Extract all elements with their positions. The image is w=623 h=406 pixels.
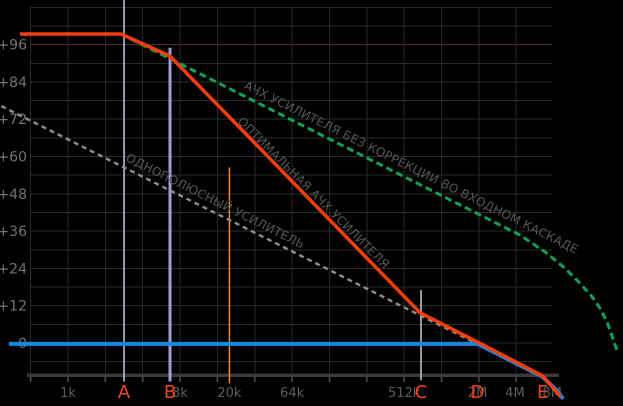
x-tick-label: 20k [217, 386, 242, 401]
y-tick-label: +36 [0, 224, 27, 240]
marker-letter-A: A [118, 382, 131, 403]
x-tick-label: 1k [60, 386, 76, 401]
y-tick-label: +84 [0, 75, 27, 91]
single-pole-amplifier-curve [0, 105, 547, 380]
x-tick-label: 64k [280, 386, 305, 401]
y-tick-label: +60 [0, 150, 27, 166]
marker-letter-B: B [164, 382, 176, 403]
y-tick-label: +96 [0, 38, 27, 54]
uncorrected-input-stage-curve [120, 32, 619, 352]
y-tick-label: +24 [0, 261, 27, 277]
y-tick-label: +48 [0, 187, 27, 203]
x-axis-bar [27, 373, 559, 377]
marker-letter-E: E [537, 382, 548, 403]
x-tick-label: 8k [172, 386, 188, 401]
y-tick-label: +12 [0, 299, 27, 315]
x-tick-label: 2M [468, 386, 488, 401]
marker-letter-C: C [415, 382, 428, 403]
x-tick-label: 4M [505, 386, 525, 401]
y-tick-label: +72 [0, 112, 27, 128]
marker-letter-D: D [471, 382, 485, 403]
optimal-response-curve [20, 32, 563, 399]
x-tick-label: 512k [388, 386, 421, 401]
